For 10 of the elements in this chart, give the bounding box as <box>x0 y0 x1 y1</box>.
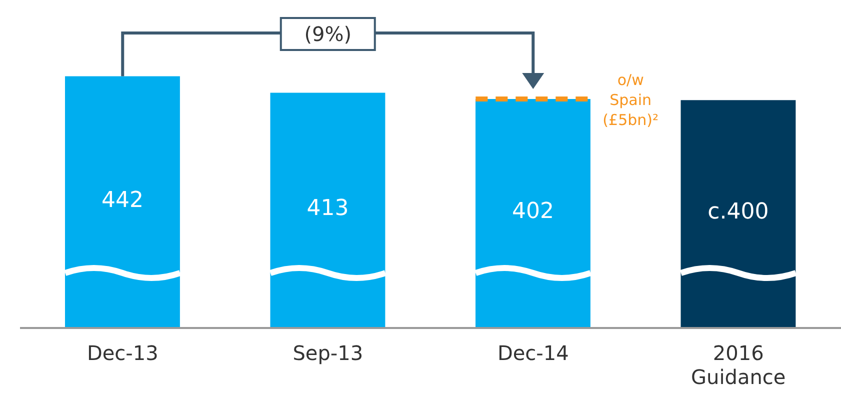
data-label: 442 <box>101 188 144 214</box>
data-label: 413 <box>306 196 349 222</box>
x-tick-label: Sep-13 <box>292 341 364 365</box>
data-label: 402 <box>512 199 554 224</box>
annotation: o/w Spain (£5bn)² <box>602 71 659 129</box>
x-tick-label: Dec-13 <box>86 341 158 365</box>
x-tick-label: Dec-14 <box>497 341 569 365</box>
data-label: c.400 <box>708 200 769 225</box>
text: (9%) <box>304 22 352 46</box>
x-tick-label: 2016 Guidance <box>691 341 786 389</box>
